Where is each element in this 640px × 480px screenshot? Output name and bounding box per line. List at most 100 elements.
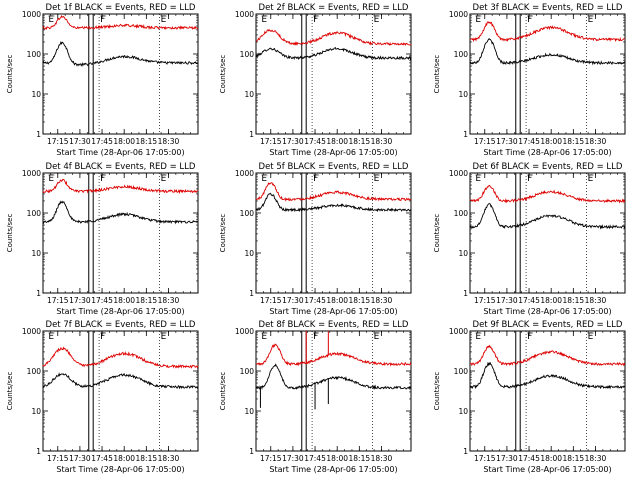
attenuator-interval-box (88, 13, 94, 135)
time-marker-label: F (527, 332, 532, 342)
x-tick-label: 17:15 (260, 137, 282, 146)
y-tick-label: 1 (463, 130, 468, 139)
time-marker-label: E (261, 332, 267, 342)
time-marker-label: E (475, 332, 481, 342)
series-events (469, 203, 626, 230)
time-marker-label: E (374, 15, 380, 25)
x-tick-label: 18:30 (585, 454, 607, 463)
x-tick-label: 17:30 (282, 137, 304, 146)
time-marker-label: E (48, 174, 54, 184)
x-tick-label: 18:15 (563, 454, 585, 463)
x-tick-label: 17:30 (496, 454, 518, 463)
y-tick-label: 100 (27, 367, 42, 376)
x-tick-label: 17:45 (304, 296, 326, 305)
x-tick-label: 18:00 (326, 454, 348, 463)
y-tick-label: 10 (458, 407, 468, 416)
x-axis-label: Start Time (28-Apr-06 17:05:00) (56, 307, 184, 316)
x-tick-label: 17:30 (496, 137, 518, 146)
time-marker-label: F (527, 15, 532, 25)
time-marker-label: E (161, 174, 167, 184)
time-marker-label: E (588, 15, 594, 25)
plot-frame (469, 330, 626, 452)
y-tick-label: 1 (36, 447, 41, 456)
attenuator-interval-box (88, 172, 94, 294)
y-axis-label: Counts/sec (219, 214, 227, 253)
time-marker-label: E (261, 15, 267, 25)
x-axis-label: Start Time (28-Apr-06 17:05:00) (269, 465, 397, 474)
x-tick-label: 18:00 (113, 454, 135, 463)
x-tick-label: 17:45 (304, 454, 326, 463)
attenuator-interval-box (515, 330, 521, 452)
x-tick-label: 18:00 (540, 137, 562, 146)
chart-title: Det 6f BLACK = Events, RED = LLD (473, 162, 623, 172)
time-marker-label: E (374, 332, 380, 342)
y-axis-label: Counts/sec (6, 372, 14, 411)
x-tick-label: 18:30 (585, 137, 607, 146)
x-tick-label: 17:45 (518, 137, 540, 146)
y-axis-label: Counts/sec (433, 214, 441, 253)
series-events (255, 46, 412, 61)
chart-panel-4: Det 4f BLACK = Events, RED = LLD Counts/s… (6, 162, 199, 316)
series-lld (42, 346, 199, 369)
x-tick-label: 18:30 (158, 137, 180, 146)
x-tick-label: 18:00 (113, 296, 135, 305)
time-marker-label: E (588, 332, 594, 342)
x-tick-label: 18:15 (349, 137, 371, 146)
time-marker-label: F (100, 332, 105, 342)
series-lld (255, 343, 412, 367)
x-tick-label: 17:15 (47, 454, 69, 463)
attenuator-interval-box (515, 13, 521, 135)
x-tick-label: 18:30 (158, 296, 180, 305)
y-tick-label: 1000 (235, 169, 254, 178)
y-tick-label: 1 (463, 447, 468, 456)
chart-title: Det 4f BLACK = Events, RED = LLD (46, 162, 196, 172)
time-marker-label: E (475, 15, 481, 25)
chart-title: Det 8f BLACK = Events, RED = LLD (259, 320, 409, 330)
chart-panel-2: Det 2f BLACK = Events, RED = LLD Counts/s… (219, 3, 412, 157)
y-tick-label: 10 (244, 407, 254, 416)
x-tick-label: 17:45 (518, 454, 540, 463)
time-marker-label: E (161, 15, 167, 25)
time-marker-label: F (100, 15, 105, 25)
series-lld (469, 21, 626, 43)
chart-panel-6: Det 6f BLACK = Events, RED = LLD Counts/s… (433, 162, 626, 316)
y-tick-label: 1 (249, 447, 254, 456)
time-marker-label: F (527, 174, 532, 184)
x-tick-label: 18:00 (540, 454, 562, 463)
x-axis-label: Start Time (28-Apr-06 17:05:00) (483, 307, 611, 316)
y-tick-label: 1000 (22, 10, 41, 19)
time-marker-label: E (261, 174, 267, 184)
time-marker-label: E (48, 332, 54, 342)
plot-frame (42, 330, 199, 452)
y-tick-label: 100 (454, 209, 469, 218)
y-tick-label: 1000 (22, 169, 41, 178)
attenuator-interval-box (301, 172, 307, 294)
x-tick-label: 18:30 (371, 296, 393, 305)
y-tick-label: 10 (31, 90, 41, 99)
y-tick-label: 1 (249, 289, 254, 298)
y-tick-label: 10 (31, 249, 41, 258)
x-tick-label: 18:30 (371, 454, 393, 463)
y-axis-label: Counts/sec (433, 55, 441, 94)
chart-title: Det 5f BLACK = Events, RED = LLD (259, 162, 409, 172)
series-lld (469, 344, 626, 367)
plot-frame (255, 13, 412, 135)
chart-panel-7: Det 7f BLACK = Events, RED = LLD Counts/s… (6, 320, 199, 474)
y-tick-label: 1000 (22, 327, 41, 336)
series-lld (42, 14, 199, 30)
plot-frame (255, 330, 412, 452)
x-tick-label: 17:45 (91, 137, 113, 146)
x-tick-label: 18:15 (349, 296, 371, 305)
y-tick-label: 100 (27, 209, 42, 218)
x-tick-label: 17:30 (69, 296, 91, 305)
x-tick-label: 17:15 (474, 296, 496, 305)
x-tick-label: 18:30 (585, 296, 607, 305)
plot-frame (42, 13, 199, 135)
x-tick-label: 17:45 (91, 454, 113, 463)
y-tick-label: 10 (244, 249, 254, 258)
x-tick-label: 17:30 (69, 454, 91, 463)
y-tick-label: 100 (240, 209, 255, 218)
chart-panel-8: Det 8f BLACK = Events, RED = LLD Counts/s… (219, 320, 412, 474)
series-events (255, 192, 412, 213)
